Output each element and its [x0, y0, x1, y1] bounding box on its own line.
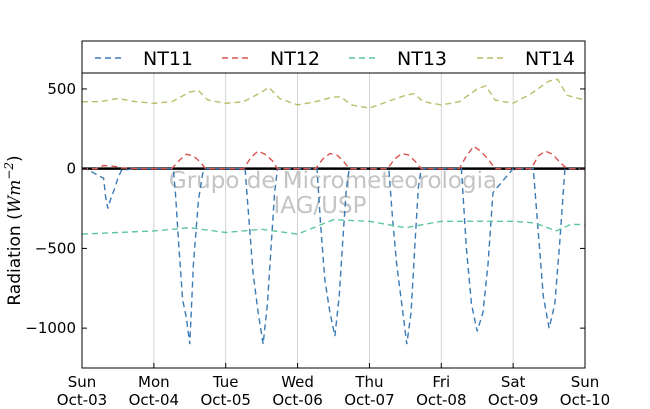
x-tick-label-date: Oct-07 — [344, 391, 394, 409]
series-line-nt14 — [82, 78, 586, 109]
plot-frame — [81, 72, 586, 369]
legend-box — [81, 40, 586, 74]
legend: NT11 NT12 NT13 NT14 — [81, 40, 586, 74]
series-line-nt11 — [82, 168, 585, 345]
legend-label-nt14: NT14 — [525, 48, 575, 70]
y-tick-label: −500 — [35, 239, 76, 257]
x-tick-label-day: Thu — [354, 373, 383, 391]
x-tick-label-date: Oct-04 — [129, 391, 179, 409]
x-tick-label-day: Fri — [432, 373, 450, 391]
series-line-nt12 — [82, 145, 585, 170]
grid-layer — [153, 73, 514, 368]
y-axis-ticks: 500 0 −500 −1000 — [25, 80, 585, 337]
watermark: Grupo de Micrometeorologia IAG/USP — [169, 168, 497, 219]
y-axis-label-main: Radiation ( — [5, 213, 25, 305]
y-tick-label: 0 — [66, 160, 76, 178]
y-axis-label: Radiation (Wm−2) — [2, 155, 25, 305]
legend-label-nt12: NT12 — [270, 48, 320, 70]
y-axis-label-close: ) — [5, 155, 25, 162]
x-tick-label-date: Oct-10 — [560, 391, 610, 409]
watermark-line-1: Grupo de Micrometeorologia — [169, 168, 497, 194]
x-tick-label-day: Wed — [281, 373, 314, 391]
x-tick-label-day: Sat — [501, 373, 526, 391]
x-tick-label-date: Oct-06 — [272, 391, 322, 409]
x-tick-label-day: Tue — [212, 373, 239, 391]
y-axis-label-exponent: −2 — [2, 162, 16, 180]
legend-label-nt11: NT11 — [143, 48, 193, 70]
x-tick-label-day: Sun — [68, 373, 97, 391]
legend-label-nt13: NT13 — [397, 48, 447, 70]
y-tick-label: −1000 — [25, 319, 76, 337]
watermark-line-2: IAG/USP — [274, 193, 367, 219]
y-axis-label-unit: Wm — [5, 180, 25, 214]
x-tick-label-date: Oct-05 — [200, 391, 250, 409]
x-tick-label-day: Sun — [571, 373, 600, 391]
x-tick-label-date: Oct-03 — [57, 391, 107, 409]
series-layer — [81, 78, 586, 345]
series-line-nt13 — [81, 218, 585, 235]
x-tick-label-date: Oct-08 — [416, 391, 466, 409]
x-axis-ticks: SunOct-03MonOct-04TueOct-05WedOct-06ThuO… — [57, 363, 610, 409]
x-tick-label-date: Oct-09 — [488, 391, 538, 409]
y-tick-label: 500 — [47, 80, 76, 98]
x-tick-label-day: Mon — [138, 373, 170, 391]
